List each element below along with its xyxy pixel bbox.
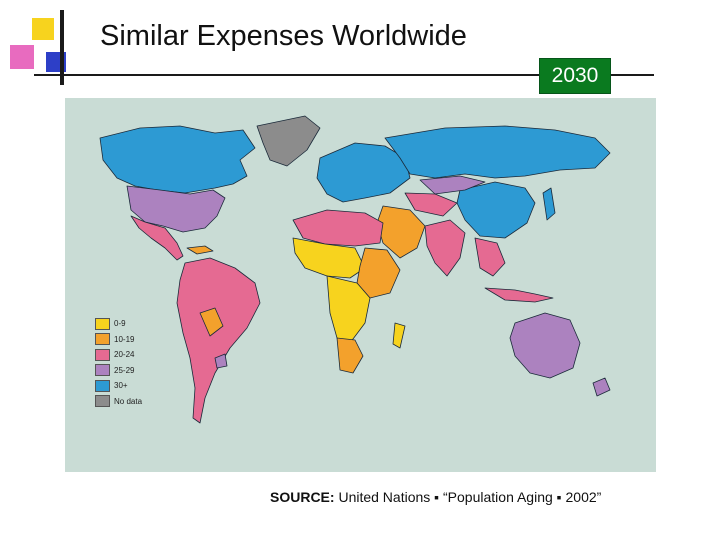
region-central-africa [326,275,371,344]
legend-label: 20-24 [114,350,135,360]
legend-item: 25-29 [95,363,142,379]
region-caribbean [186,245,214,255]
legend-swatch [95,333,110,346]
legend-swatch [95,348,110,361]
legend-label: 30+ [114,381,128,391]
title-divider [34,74,654,76]
legend-swatch [95,395,110,408]
region-central-asia [404,192,458,217]
legend-item: 20-24 [95,347,142,363]
region-bolivia [199,307,224,337]
region-north-africa [292,209,384,247]
region-madagascar [392,322,406,349]
region-japan [542,187,556,221]
region-greenland [256,115,321,167]
legend-item: 30+ [95,378,142,394]
region-europe [316,142,411,203]
world-map-graphic [99,115,611,424]
legend-item: 0-9 [95,316,142,332]
world-map: 0-9 10-19 20-24 25-29 30+ No data [65,98,656,472]
region-uruguay [214,353,228,369]
legend-label: 10-19 [114,334,135,344]
legend-swatch [95,317,110,330]
legend-label: 25-29 [114,365,135,375]
region-mongolia [419,175,486,195]
region-usa [126,185,226,233]
legend-swatch [95,364,110,377]
region-new-zealand [592,377,611,397]
region-west-africa [292,237,366,279]
region-south-america [176,257,261,424]
source-text: United Nations ▪ “Population Aging ▪ 200… [334,489,602,505]
region-mexico [130,215,184,261]
region-australia [509,312,581,379]
region-indonesia [484,287,554,303]
source-citation: SOURCE: United Nations ▪ “Population Agi… [270,489,601,505]
map-legend: 0-9 10-19 20-24 25-29 30+ No data [95,316,142,409]
slide-logo-decoration [10,10,66,85]
region-se-asia [474,237,506,277]
region-east-africa [356,247,401,299]
year-badge: 2030 [539,58,611,94]
legend-item: No data [95,394,142,410]
region-canada [99,125,256,194]
legend-label: 0-9 [114,319,126,329]
region-south-africa [336,337,364,374]
legend-label: No data [114,396,143,406]
region-russia [384,125,611,179]
region-india [424,219,466,277]
source-label: SOURCE: [270,489,335,505]
legend-item: 10-19 [95,332,142,348]
legend-swatch [95,379,110,392]
region-china [456,181,536,239]
slide-title: Similar Expenses Worldwide [100,20,467,52]
